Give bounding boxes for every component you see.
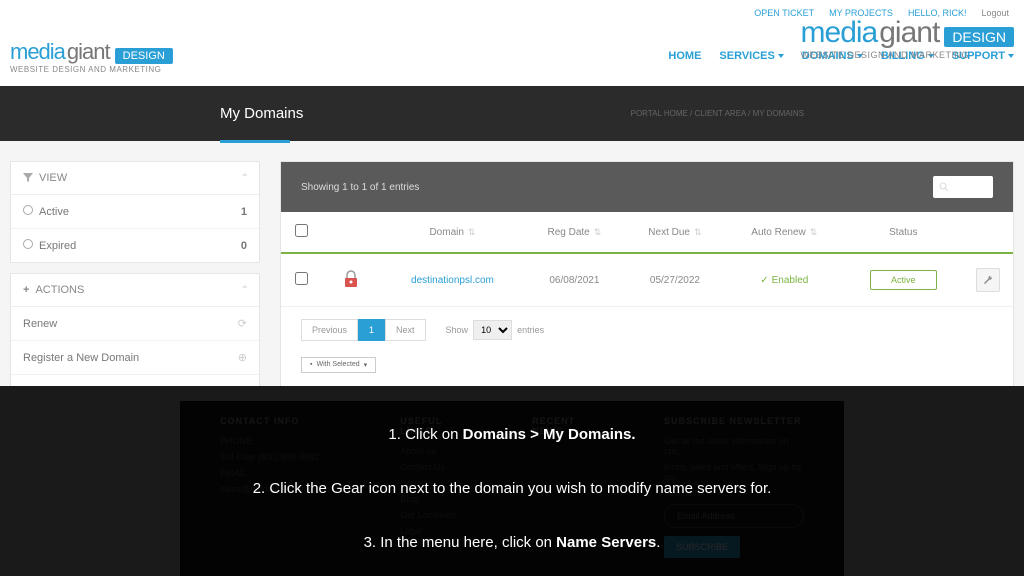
status-badge: Active	[870, 270, 937, 290]
filter-icon	[23, 173, 33, 183]
col-domain[interactable]: Domain⇅	[381, 212, 524, 253]
prev-button[interactable]: Previous	[301, 319, 358, 341]
col-autorenew[interactable]: Auto Renew⇅	[725, 212, 844, 253]
bulk-action-button[interactable]: ▪ With Selected ▾	[301, 357, 376, 373]
logo[interactable]: mediagiant DESIGN WEBSITE DESIGN AND MAR…	[10, 39, 173, 74]
logo-subtitle: WEBSITE DESIGN AND MARKETING	[10, 65, 173, 74]
row-checkbox[interactable]	[295, 272, 308, 285]
page-size-select[interactable]: 10	[473, 320, 512, 340]
col-regdate[interactable]: Reg Date⇅	[524, 212, 625, 253]
check-icon: ✓	[760, 275, 768, 286]
table-row: destinationpsl.com 06/08/2021 05/27/2022…	[281, 253, 1013, 307]
action-register[interactable]: Register a New Domain⊕	[11, 341, 259, 375]
view-panel: VIEW ⌃ Active 1 Expired 0	[10, 161, 260, 263]
search-input[interactable]	[933, 176, 993, 198]
radio-icon	[23, 239, 33, 249]
radio-icon	[23, 205, 33, 215]
logo-giant-text: giant	[67, 39, 110, 65]
refresh-icon: ⟳	[238, 317, 247, 330]
select-all-checkbox[interactable]	[295, 224, 308, 237]
filter-expired[interactable]: Expired 0	[11, 229, 259, 262]
logo-overlay: mediagiant DESIGN WEBSITE DESIGN AND MAR…	[801, 16, 1014, 60]
actions-panel-header[interactable]: + ACTIONS ⌃	[11, 274, 259, 307]
active-tab-indicator	[220, 140, 290, 143]
col-status[interactable]: Status	[844, 212, 963, 253]
logo-design-badge: DESIGN	[115, 48, 173, 64]
action-renew[interactable]: Renew⟳	[11, 307, 259, 341]
sort-icon: ⇅	[594, 227, 602, 237]
sort-icon: ⇅	[810, 227, 818, 237]
page-1-button[interactable]: 1	[358, 319, 385, 341]
wrench-icon	[982, 274, 994, 286]
sort-icon: ⇅	[694, 227, 702, 237]
search-icon	[939, 182, 949, 192]
next-due: 05/27/2022	[625, 253, 725, 307]
domain-link[interactable]: destinationpsl.com	[381, 253, 524, 307]
logo-media-text: media	[10, 39, 65, 65]
nav-home[interactable]: HOME	[668, 50, 701, 62]
instruction-overlay: 1. Click on Domains > My Domains. 2. Cli…	[180, 401, 844, 576]
reg-date: 06/08/2021	[524, 253, 625, 307]
domains-table-panel: Showing 1 to 1 of 1 entries Domain⇅ Reg …	[280, 161, 1014, 419]
breadcrumb: PORTAL HOME / CLIENT AREA / MY DOMAINS	[631, 109, 804, 118]
page-title: My Domains	[220, 105, 303, 122]
globe-icon: ⊕	[238, 351, 247, 364]
view-panel-header[interactable]: VIEW ⌃	[11, 162, 259, 195]
collapse-icon: ⌃	[241, 285, 249, 296]
pagination: Previous 1 Next	[301, 319, 426, 341]
filter-active[interactable]: Active 1	[11, 195, 259, 229]
auto-renew: ✓Enabled	[725, 253, 844, 307]
sort-icon: ⇅	[468, 227, 476, 237]
caret-icon	[778, 54, 784, 58]
table-info: Showing 1 to 1 of 1 entries	[301, 182, 419, 193]
col-nextdue[interactable]: Next Due⇅	[625, 212, 725, 253]
nav-services[interactable]: SERVICES	[719, 50, 783, 62]
gear-button[interactable]	[976, 268, 1000, 292]
collapse-icon: ⌃	[241, 173, 249, 184]
next-button[interactable]: Next	[385, 319, 426, 341]
plus-icon: +	[23, 284, 29, 296]
lock-icon	[343, 270, 359, 288]
